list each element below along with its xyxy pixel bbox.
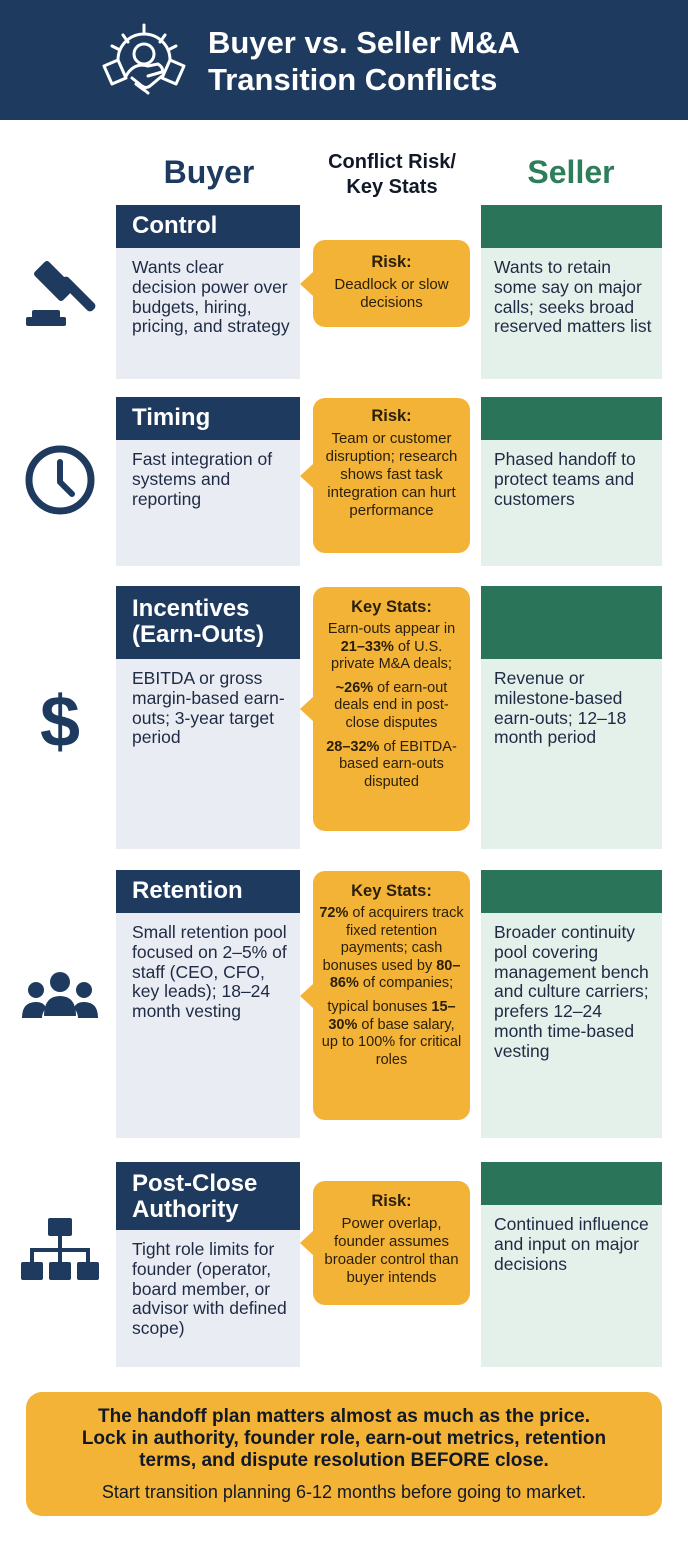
risk-box-retention: Key Stats: 72% of acquirers track fixed … [300, 871, 470, 1120]
svg-text:$: $ [40, 682, 80, 758]
title-line-1: Buyer vs. Seller M&A [208, 25, 520, 60]
buyer-cell-incentives: Incentives (Earn-Outs) EBITDA or gross m… [116, 586, 300, 849]
stat-ebitda-disputes: 28–32% of EBITDA-based earn-outs dispute… [326, 738, 457, 790]
risk-label: Risk: [371, 407, 412, 425]
title-line-2: (Earn-Outs) [132, 621, 264, 648]
stat-retention-payments: 72% of acquirers track fixed retention p… [319, 905, 464, 992]
stat-earnout-disputes: ~26% of earn-out deals end in post-close… [334, 679, 449, 731]
risk-label: Risk: [371, 253, 412, 271]
risk-box-incentives: Key Stats: Earn-outs appear in 21–33% of… [300, 587, 470, 831]
header-banner: Buyer vs. Seller M&A Transition Conflict… [0, 0, 688, 120]
seller-header-bar [481, 205, 662, 248]
risk-heading-line-1: Conflict Risk/ [328, 151, 456, 173]
risk-text: Power overlap, founder assumes broader c… [324, 1215, 459, 1286]
risk-heading-line-2: Key Stats [346, 176, 438, 198]
buyer-text-authority: Tight role limits for founder (operator,… [132, 1239, 287, 1339]
seller-column-heading: Seller [527, 154, 615, 190]
seller-header-bar [481, 870, 662, 913]
buyer-cell-control: Control Wants clear decision power over … [116, 205, 300, 379]
seller-cell-retention: Broader continuity pool covering managem… [481, 870, 662, 1138]
footer-callout: The handoff plan matters almost as much … [26, 1392, 662, 1516]
risk-box-control: Risk: Deadlock or slow decisions [300, 240, 470, 327]
buyer-cell-authority: Post-Close Authority Tight role limits f… [116, 1162, 300, 1367]
org-chart-icon [21, 1218, 99, 1280]
risk-text: Team or customer disruption; research sh… [325, 430, 458, 519]
seller-cell-control: Wants to retain some say on major calls;… [481, 205, 662, 379]
risk-column-heading: Conflict Risk/ Key Stats [305, 150, 479, 200]
row-title-retention: Retention [116, 870, 300, 913]
title-line-2: Transition Conflicts [208, 62, 498, 97]
seller-header-bar [481, 586, 662, 659]
buyer-text-control: Wants clear decision power over budgets,… [132, 257, 290, 337]
stat-bonus-size: typical bonuses 15–30% of base salary, u… [321, 998, 462, 1068]
clock-icon [25, 445, 95, 515]
row-title-authority: Post-Close Authority [116, 1162, 300, 1230]
handshake-gear-icon [102, 23, 186, 95]
seller-text-authority: Continued influence and input on major d… [494, 1214, 649, 1274]
footer-line-4: Start transition planning 6-12 months be… [101, 1482, 587, 1502]
risk-text: Deadlock or slow decisions [334, 276, 449, 311]
row-title-timing: Timing [116, 397, 300, 440]
gavel-icon [26, 261, 96, 326]
title-line-1: Incentives [132, 595, 250, 622]
seller-cell-incentives: Revenue or milestone-based earn-outs; 12… [481, 586, 662, 849]
people-group-icon [22, 972, 98, 1018]
seller-text-control: Wants to retain some say on major calls;… [494, 257, 652, 337]
footer-line-2: Lock in authority, founder role, earn-ou… [81, 1428, 607, 1449]
footer-line-3: terms, and dispute resolution BEFORE clo… [139, 1450, 549, 1471]
risk-label: Key Stats: [351, 882, 432, 900]
title-line-1: Post-Close [132, 1170, 258, 1197]
risk-label: Key Stats: [351, 598, 432, 616]
buyer-text-incentives: EBITDA or gross margin-based earn-outs; … [132, 668, 285, 748]
buyer-cell-retention: Retention Small retention pool focused o… [116, 870, 300, 1138]
seller-header-bar [481, 397, 662, 440]
seller-header-bar [481, 1162, 662, 1205]
dollar-icon: $ [40, 682, 80, 758]
seller-text-retention: Broader continuity pool covering managem… [494, 922, 649, 1061]
buyer-cell-timing: Timing Fast integration of systems and r… [116, 397, 300, 566]
seller-cell-timing: Phased handoff to protect teams and cust… [481, 397, 662, 566]
seller-cell-authority: Continued influence and input on major d… [481, 1162, 662, 1367]
row-title-control: Control [116, 205, 300, 248]
risk-label: Risk: [371, 1192, 412, 1210]
stat-earnout-share: Earn-outs appear in 21–33% of U.S. priva… [327, 621, 456, 673]
seller-text-timing: Phased handoff to protect teams and cust… [494, 449, 636, 509]
seller-text-incentives: Revenue or milestone-based earn-outs; 12… [494, 668, 627, 748]
footer-line-1: The handoff plan matters almost as much … [97, 1406, 590, 1427]
page-title: Buyer vs. Seller M&A Transition Conflict… [208, 24, 668, 98]
buyer-text-timing: Fast integration of systems and reportin… [132, 449, 273, 509]
risk-box-authority: Risk: Power overlap, founder assumes bro… [300, 1181, 470, 1305]
risk-box-timing: Risk: Team or customer disruption; resea… [300, 398, 470, 553]
buyer-column-heading: Buyer [163, 154, 255, 190]
buyer-text-retention: Small retention pool focused on 2–5% of … [132, 922, 287, 1022]
title-line-2: Authority [132, 1196, 239, 1223]
row-title-incentives: Incentives (Earn-Outs) [116, 586, 300, 659]
